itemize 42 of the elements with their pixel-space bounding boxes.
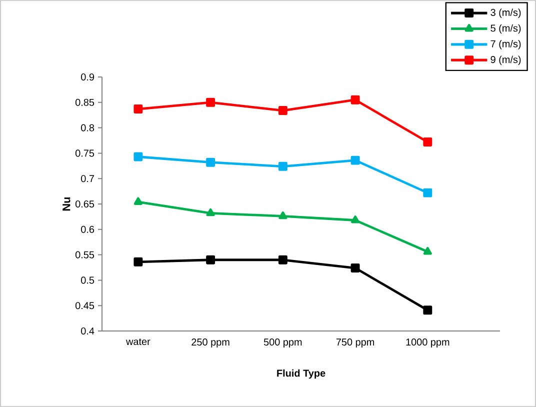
y-tick-label: 0.8 — [81, 124, 94, 132]
point — [423, 246, 432, 255]
x-tick-label: 1000 ppm — [406, 338, 450, 348]
point — [278, 106, 288, 116]
point — [350, 264, 360, 272]
y-axis-title: Nu — [62, 197, 70, 211]
x-axis-title: Fluid Type — [277, 369, 326, 379]
point — [350, 95, 360, 104]
x-tick-label: 250 ppm — [192, 338, 230, 348]
y-tick-label: 0.55 — [75, 251, 94, 258]
point — [278, 255, 288, 264]
legend-label: 3 (m/s) — [490, 8, 521, 18]
x-tick-label: 500 ppm — [264, 338, 302, 348]
y-tick-label: 0.7 — [81, 175, 94, 182]
legend-label: 9 (m/s) — [490, 56, 521, 66]
y-tick-label: 0.85 — [75, 98, 94, 106]
y-tick-label: 0.75 — [75, 150, 94, 157]
point — [206, 98, 216, 107]
y-tick-label: 0.9 — [81, 73, 94, 81]
point — [278, 162, 288, 171]
point — [134, 152, 143, 162]
y-tick-label: 0.45 — [75, 302, 94, 310]
y-tick-label: 0.6 — [81, 226, 94, 233]
point — [134, 197, 142, 205]
point — [134, 257, 143, 266]
point — [350, 156, 360, 165]
point — [206, 208, 215, 216]
legend-label: 7 (m/s) — [490, 40, 521, 50]
point — [206, 158, 216, 167]
point — [206, 255, 216, 264]
point — [423, 306, 432, 315]
point — [134, 104, 143, 114]
legend-label: 5 (m/s) — [490, 24, 521, 34]
point — [278, 211, 288, 220]
y-tick-label: 0.4 — [81, 327, 94, 335]
x-tick-label: 750 ppm — [336, 338, 374, 348]
x-tick-label: water — [126, 338, 150, 346]
point — [350, 215, 360, 224]
point — [423, 188, 432, 198]
y-tick-label: 0.5 — [81, 276, 94, 284]
y-tick-label: 0.65 — [75, 200, 94, 208]
point — [423, 138, 432, 147]
